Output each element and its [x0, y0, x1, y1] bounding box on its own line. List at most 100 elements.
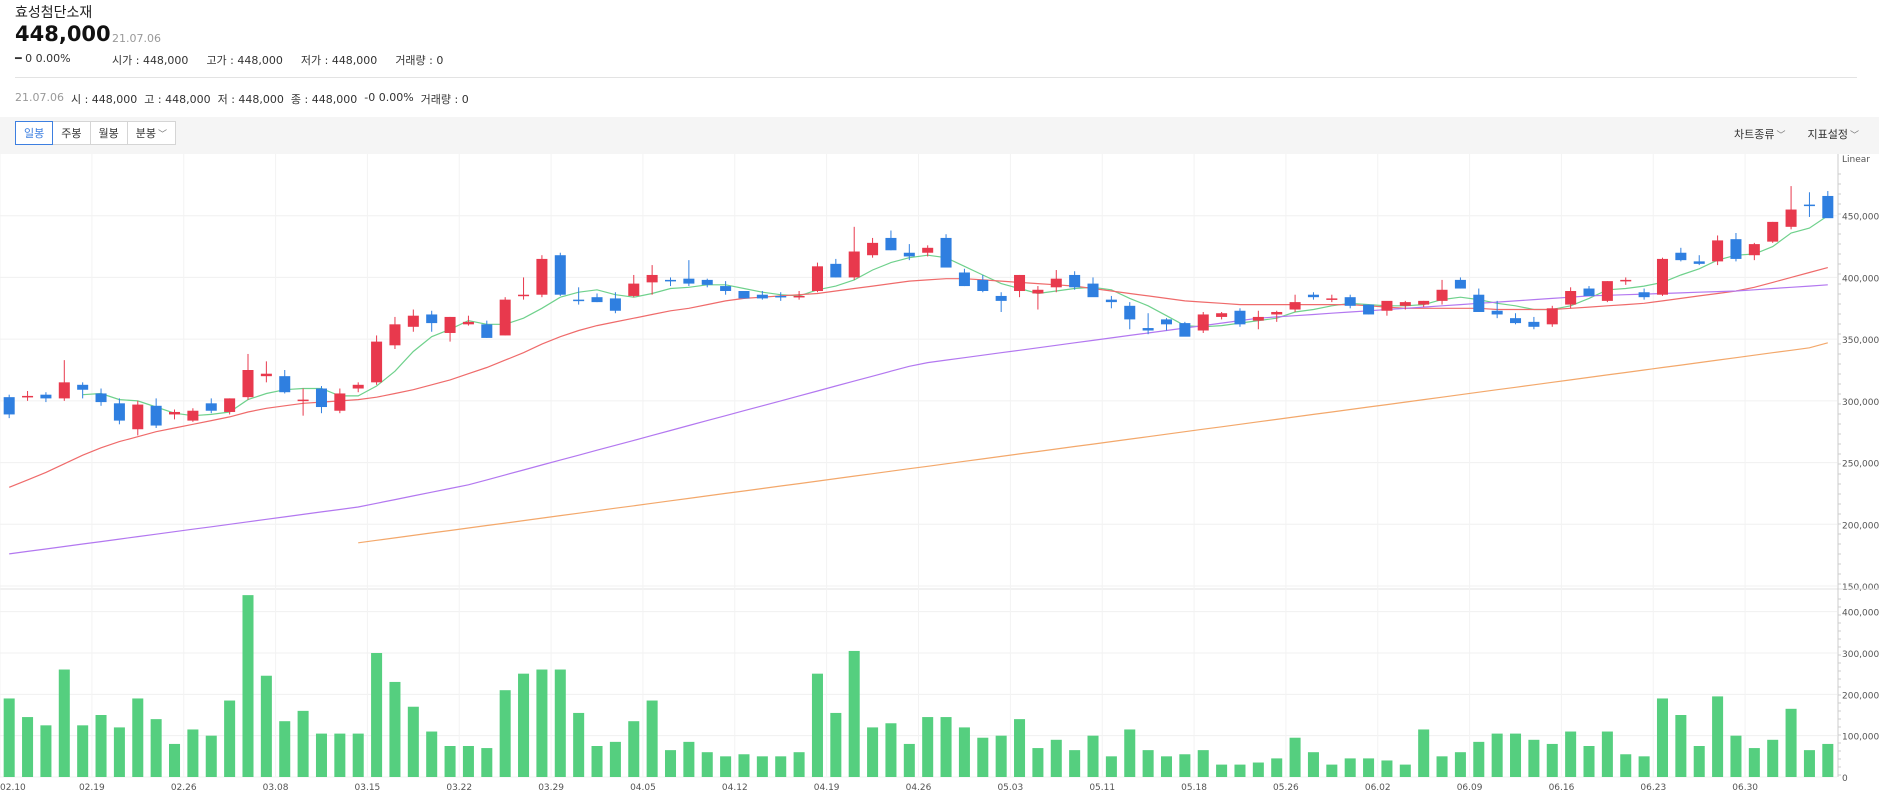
volume-bar	[977, 737, 989, 777]
candle-body	[1160, 319, 1173, 325]
volume-bar	[389, 681, 401, 777]
info-close: 종 : 448,000	[290, 93, 358, 106]
volume-bar	[573, 712, 585, 777]
x-tick-label: 06.16	[1549, 783, 1575, 793]
candle-body	[995, 295, 1007, 301]
volume-tick-label: 400,000	[1842, 609, 1879, 619]
info-high: 고 : 448,000	[144, 93, 211, 106]
candle-body	[1179, 323, 1191, 337]
volume-bar	[1638, 756, 1650, 777]
volume-bar	[1032, 748, 1044, 777]
candle-body	[77, 384, 89, 390]
volume-bar	[1656, 698, 1668, 777]
volume-bar	[1142, 750, 1154, 777]
volume-bar	[646, 700, 658, 777]
volume-bar	[995, 735, 1007, 777]
flat-icon: ━	[15, 52, 22, 65]
candle-body	[811, 266, 823, 292]
volume-bar	[242, 595, 254, 777]
candle-body	[499, 299, 511, 336]
candle-body	[1712, 240, 1724, 262]
candle-body	[40, 394, 52, 399]
volume-bar	[426, 731, 438, 777]
candle-body	[1326, 298, 1338, 300]
indicator-settings-menu[interactable]: 지표설정 ﹀	[1808, 126, 1860, 142]
crosshair-info: 21.07.06 시 : 448,000 고 : 448,000 저 : 448…	[15, 91, 469, 107]
candle-body	[1675, 252, 1687, 261]
candle-body	[775, 295, 787, 298]
ma-line-ma60	[9, 284, 1828, 555]
chart-type-menu[interactable]: 차트종류 ﹀	[1734, 126, 1786, 142]
header-divider	[15, 77, 1857, 78]
candle-body	[260, 373, 272, 377]
volume-bar	[1473, 741, 1485, 777]
volume-bar	[1822, 743, 1834, 777]
volume-bar	[958, 727, 970, 777]
candle-body	[1436, 289, 1448, 301]
candle-body	[628, 283, 640, 296]
candle-body	[720, 286, 732, 292]
high-price: 고가 : 448,000	[206, 54, 283, 67]
x-tick-label: 02.19	[79, 783, 105, 793]
candle-body	[646, 274, 658, 283]
stock-name: 효성첨단소재	[15, 5, 93, 21]
volume-tick-label: 0	[1842, 774, 1848, 784]
volume-bar	[150, 719, 162, 777]
candle-body	[205, 403, 217, 411]
candle-body	[1546, 308, 1558, 325]
volume-bar	[830, 712, 842, 777]
candle-body	[1363, 304, 1375, 315]
volume-bar	[462, 746, 474, 777]
candle-body	[1748, 244, 1760, 256]
candle-body	[187, 410, 199, 421]
candle-body	[1399, 302, 1411, 306]
candle-body	[830, 263, 842, 278]
candle-body	[977, 279, 989, 292]
candle-body	[1234, 310, 1246, 325]
volume-bar	[297, 710, 309, 777]
volume-bar	[518, 673, 530, 777]
candle-body	[518, 294, 530, 297]
candle-body	[922, 247, 934, 253]
volume-bar	[1050, 739, 1062, 777]
candle-body	[554, 255, 566, 295]
candle-body	[279, 376, 291, 393]
candle-body	[334, 393, 346, 411]
change-percent: 0.00%	[35, 52, 71, 65]
candle-body	[1510, 318, 1522, 324]
candle-body	[1620, 279, 1632, 282]
tab-daily[interactable]: 일봉	[15, 121, 54, 145]
candle-body	[1822, 195, 1834, 219]
volume-bar	[1363, 758, 1375, 777]
x-tick-label: 04.19	[814, 783, 840, 793]
volume-bar	[77, 725, 89, 777]
volume-bar	[1399, 764, 1411, 777]
tab-monthly[interactable]: 월봉	[89, 121, 128, 145]
chart-type-label: 차트종류	[1734, 128, 1775, 141]
candle-body	[591, 297, 603, 303]
volume-bar	[481, 748, 493, 777]
volume-bar	[775, 756, 787, 777]
volume-bar	[1785, 708, 1797, 777]
stock-chart[interactable]: 450,000 400,000 350,000 300,000 250,000 200,0…	[0, 154, 1879, 799]
info-volume: 거래량 : 0	[420, 93, 469, 106]
volume-bar	[1179, 754, 1191, 777]
volume-tick-label: 300,000	[1842, 650, 1879, 660]
candle-body	[701, 279, 713, 285]
candle-body	[738, 291, 750, 299]
candle-body	[1032, 289, 1044, 294]
volume-bar	[756, 756, 768, 777]
x-tick-label: 02.26	[171, 783, 197, 793]
tab-minute[interactable]: 분봉 ﹀	[126, 121, 177, 145]
volume-bar	[885, 723, 897, 777]
candle-body	[1307, 294, 1319, 298]
volume-bar	[1546, 743, 1558, 777]
candle-body	[462, 321, 474, 325]
volume-bar	[1124, 729, 1136, 777]
tab-weekly[interactable]: 주봉	[52, 121, 91, 145]
x-tick-label: 03.22	[446, 783, 472, 793]
volume-bar	[628, 721, 640, 777]
volume-bar	[113, 727, 125, 777]
candle-body	[903, 252, 915, 257]
scale-label: Linear	[1842, 155, 1870, 165]
